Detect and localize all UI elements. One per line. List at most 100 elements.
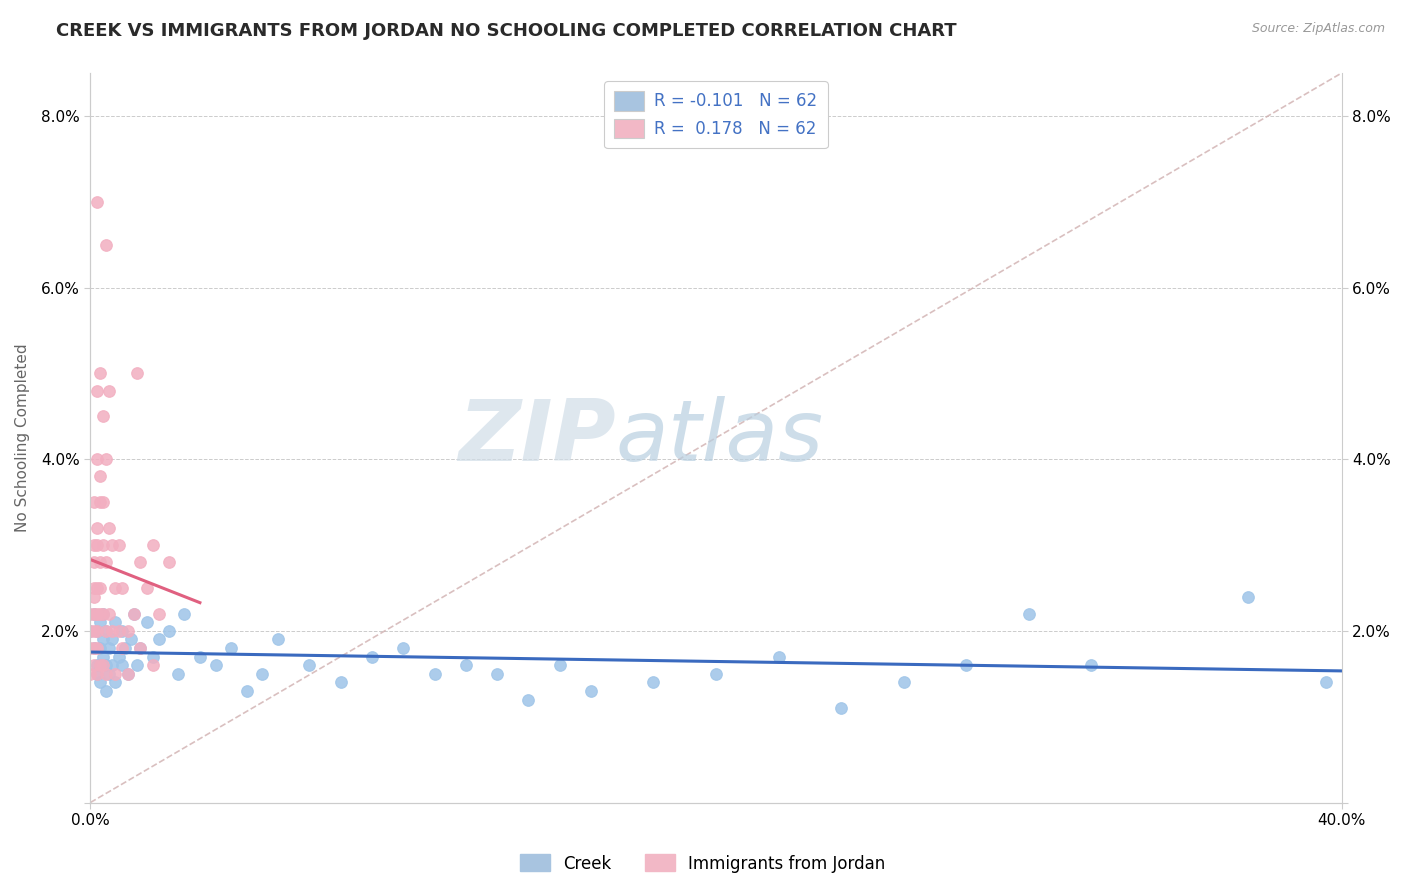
Point: [236, 684, 259, 698]
Text: CREEK VS IMMIGRANTS FROM JORDAN NO SCHOOLING COMPLETED CORRELATION CHART: CREEK VS IMMIGRANTS FROM JORDAN NO SCHOO…: [56, 22, 957, 40]
Point: [94, 237, 117, 252]
Point: [298, 658, 321, 673]
Point: [91, 409, 114, 424]
Point: [94, 684, 117, 698]
Point: [86, 666, 108, 681]
Point: [91, 632, 114, 647]
Point: [107, 624, 129, 638]
Point: [704, 666, 727, 681]
Point: [219, 640, 242, 655]
Point: [91, 538, 114, 552]
Point: [135, 615, 157, 630]
Point: [79, 624, 101, 638]
Point: [111, 658, 134, 673]
Point: [173, 607, 195, 621]
Point: [142, 658, 165, 673]
Point: [1237, 590, 1260, 604]
Point: [104, 615, 127, 630]
Point: [157, 624, 180, 638]
Text: ZIP: ZIP: [458, 396, 616, 479]
Point: [486, 666, 509, 681]
Point: [83, 640, 105, 655]
Point: [83, 581, 105, 595]
Y-axis label: No Schooling Completed: No Schooling Completed: [15, 343, 30, 532]
Point: [104, 675, 127, 690]
Point: [91, 607, 114, 621]
Point: [83, 495, 105, 509]
Point: [83, 590, 105, 604]
Point: [86, 607, 108, 621]
Legend: Creek, Immigrants from Jordan: Creek, Immigrants from Jordan: [513, 847, 893, 880]
Legend: R = -0.101   N = 62, R =  0.178   N = 62: R = -0.101 N = 62, R = 0.178 N = 62: [605, 81, 828, 148]
Point: [83, 640, 105, 655]
Point: [127, 367, 149, 381]
Point: [423, 666, 446, 681]
Point: [129, 640, 152, 655]
Point: [129, 640, 152, 655]
Point: [89, 469, 111, 483]
Point: [107, 538, 129, 552]
Point: [830, 701, 852, 715]
Point: [101, 624, 124, 638]
Point: [86, 194, 108, 209]
Point: [517, 692, 540, 706]
Point: [252, 666, 274, 681]
Point: [111, 581, 134, 595]
Point: [86, 640, 108, 655]
Point: [86, 538, 108, 552]
Point: [86, 581, 108, 595]
Point: [142, 538, 165, 552]
Point: [89, 640, 111, 655]
Point: [79, 666, 101, 681]
Point: [98, 640, 121, 655]
Point: [167, 666, 190, 681]
Point: [91, 607, 114, 621]
Point: [142, 649, 165, 664]
Point: [83, 538, 105, 552]
Point: [86, 666, 108, 681]
Point: [101, 632, 124, 647]
Point: [122, 607, 145, 621]
Point: [94, 452, 117, 467]
Point: [98, 384, 121, 398]
Point: [548, 658, 571, 673]
Point: [89, 367, 111, 381]
Point: [361, 649, 384, 664]
Point: [117, 666, 139, 681]
Point: [89, 581, 111, 595]
Point: [122, 607, 145, 621]
Point: [111, 640, 134, 655]
Point: [86, 452, 108, 467]
Point: [89, 615, 111, 630]
Text: atlas: atlas: [616, 396, 824, 479]
Point: [89, 495, 111, 509]
Point: [91, 649, 114, 664]
Point: [329, 675, 352, 690]
Point: [454, 658, 477, 673]
Point: [98, 521, 121, 535]
Point: [1080, 658, 1102, 673]
Point: [83, 624, 105, 638]
Point: [579, 684, 602, 698]
Point: [120, 632, 142, 647]
Point: [1315, 675, 1337, 690]
Point: [117, 666, 139, 681]
Point: [94, 658, 117, 673]
Point: [148, 632, 170, 647]
Point: [643, 675, 665, 690]
Point: [86, 658, 108, 673]
Point: [135, 581, 157, 595]
Point: [94, 555, 117, 569]
Point: [768, 649, 790, 664]
Point: [98, 607, 121, 621]
Point: [98, 666, 121, 681]
Point: [89, 555, 111, 569]
Point: [79, 607, 101, 621]
Point: [148, 607, 170, 621]
Point: [86, 521, 108, 535]
Point: [267, 632, 290, 647]
Point: [79, 624, 101, 638]
Point: [104, 666, 127, 681]
Point: [94, 666, 117, 681]
Point: [893, 675, 915, 690]
